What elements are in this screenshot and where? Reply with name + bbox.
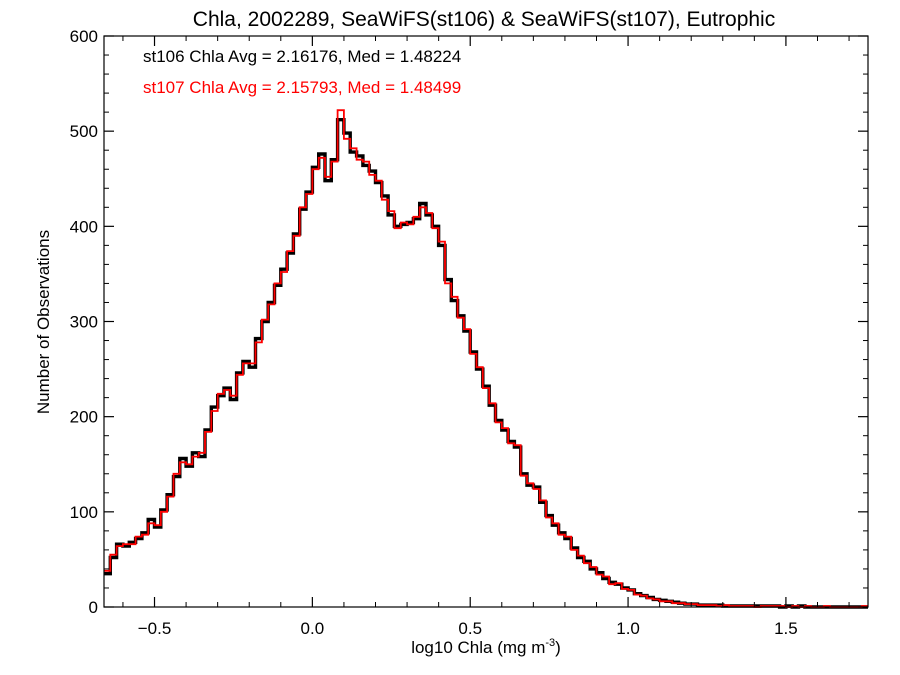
x-tick-label: 0.0	[301, 619, 325, 638]
st107-stats-annotation: st107 Chla Avg = 2.15793, Med = 1.48499	[143, 78, 461, 97]
y-tick-label: 600	[70, 27, 98, 46]
plot-area	[103, 35, 869, 609]
y-tick-label: 500	[70, 122, 98, 141]
x-tick-label: 0.5	[458, 619, 482, 638]
y-axis-label: Number of Observations	[34, 230, 53, 414]
y-tick-label: 400	[70, 217, 98, 236]
y-tick-label: 300	[70, 313, 98, 332]
y-tick-label: 200	[70, 408, 98, 427]
x-tick-label: 1.0	[616, 619, 640, 638]
y-tick-label: 100	[70, 503, 98, 522]
x-axis-label-close: )	[555, 638, 561, 657]
x-axis-label-superscript: -3	[545, 637, 555, 649]
x-tick-label: −0.5	[138, 619, 172, 638]
x-axis-label-text: log10 Chla (mg m	[411, 638, 545, 657]
histogram-series-2	[104, 109, 868, 608]
plot-frame	[103, 35, 869, 608]
x-axis-label: log10 Chla (mg m-3)	[411, 637, 561, 657]
histogram-series-1	[104, 118, 868, 609]
x-axis: −0.5 0.0 0.5 1.0 1.5	[122, 36, 850, 638]
chart-title: Chla, 2002289, SeaWiFS(st106) & SeaWiFS(…	[193, 8, 775, 31]
series-layer	[104, 109, 868, 609]
y-axis: 0 100 200 300 400 500 600	[70, 27, 868, 617]
x-tick-label: 1.5	[774, 619, 798, 638]
st106-stats-annotation: st106 Chla Avg = 2.16176, Med = 1.48224	[143, 47, 461, 66]
y-tick-label: 0	[89, 598, 98, 617]
